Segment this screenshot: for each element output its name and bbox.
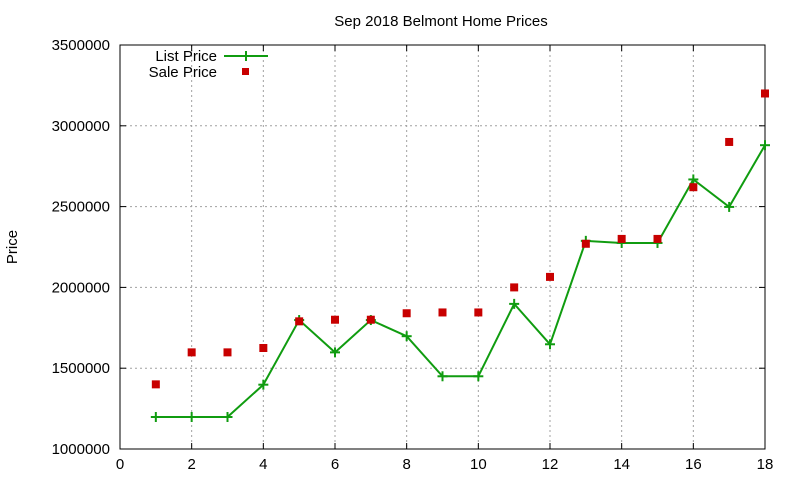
x-tick-label: 18	[757, 456, 774, 473]
y-tick-label: 2500000	[52, 199, 110, 216]
legend-marker-list-price	[241, 51, 251, 61]
x-tick-label: 16	[685, 456, 702, 473]
legend-label-list-price: List Price	[155, 48, 217, 65]
sale-price-point	[546, 272, 554, 281]
list-price-point	[258, 379, 269, 390]
sale-price-point	[438, 308, 447, 317]
list-price-point	[688, 174, 699, 185]
grid	[120, 45, 765, 449]
axis-ticks: 0 2 4 6 8 10 12 14 16 18 1000000 1500000 2000000 2500…	[52, 37, 774, 473]
x-tick-label: 0	[116, 456, 124, 473]
legend: List Price Sale Price	[149, 48, 268, 81]
sale-price-point	[689, 183, 698, 192]
list-price-point	[509, 298, 520, 309]
list-price-line	[155, 144, 766, 419]
list-price-point	[437, 371, 448, 382]
y-tick-label: 1000000	[52, 441, 110, 458]
sale-price-point	[259, 344, 268, 352]
plot-frame	[119, 44, 766, 450]
x-tick-label: 12	[542, 456, 559, 473]
list-price-point	[473, 371, 484, 382]
list-price-point	[545, 339, 555, 350]
sale-price-point	[510, 283, 519, 292]
sale-price-point	[474, 308, 483, 317]
sale-price-point	[581, 239, 590, 248]
sale-price-point	[295, 317, 304, 326]
series	[150, 89, 770, 423]
sale-price-point	[187, 348, 196, 357]
y-axis-label: Price	[4, 230, 21, 264]
sale-price-point	[617, 234, 626, 243]
sale-price-point	[223, 348, 232, 357]
x-tick-label: 4	[259, 456, 267, 473]
sale-price-point	[725, 137, 734, 146]
legend-marker-sale-price	[242, 68, 249, 75]
sale-price-point	[653, 234, 662, 243]
legend-label-sale-price: Sale Price	[149, 64, 217, 81]
list-price-point	[724, 201, 735, 212]
x-tick-label: 6	[331, 456, 339, 473]
list-price-point	[186, 412, 197, 423]
list-price-point	[330, 347, 340, 358]
list-price-point	[222, 412, 233, 423]
list-price-point	[401, 331, 412, 342]
sale-price-point	[402, 309, 411, 318]
list-price-point	[150, 412, 161, 423]
sale-price-point	[366, 315, 375, 324]
sale-price-point	[331, 315, 339, 324]
y-tick-label: 2000000	[52, 279, 110, 296]
x-tick-label: 10	[470, 456, 487, 473]
x-tick-label: 8	[402, 456, 410, 473]
x-tick-label: 14	[613, 456, 630, 473]
x-tick-label: 2	[187, 456, 195, 473]
sale-price-point	[151, 380, 160, 389]
y-tick-label: 3000000	[52, 118, 110, 135]
list-price-point	[760, 140, 770, 151]
y-tick-label: 3500000	[52, 37, 110, 54]
y-tick-label: 1500000	[52, 360, 110, 377]
sale-price-point	[761, 89, 769, 98]
chart-title: Sep 2018 Belmont Home Prices	[334, 13, 547, 30]
